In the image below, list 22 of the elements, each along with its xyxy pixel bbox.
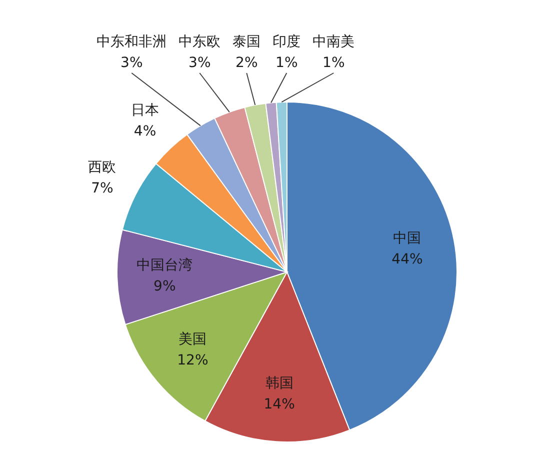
slice-label: 中国台湾 bbox=[136, 257, 193, 274]
slice-label: 中东欧 bbox=[178, 34, 221, 50]
data-label: 4% bbox=[134, 123, 156, 140]
data-label: 14% bbox=[264, 396, 295, 413]
data-label: 3% bbox=[188, 55, 211, 71]
data-label: 2% bbox=[236, 55, 258, 71]
data-label: 12% bbox=[177, 352, 208, 369]
slice-label: 中东和非洲 bbox=[96, 34, 167, 50]
slice-label: 中南美 bbox=[312, 34, 355, 50]
slice-label: 美国 bbox=[178, 332, 207, 348]
data-label: 3% bbox=[120, 55, 143, 71]
data-label: 1% bbox=[322, 55, 345, 71]
data-label: 44% bbox=[392, 252, 423, 268]
slice-label: 印度 bbox=[272, 34, 301, 50]
slice-label: 泰国 bbox=[232, 34, 261, 50]
data-label: 1% bbox=[276, 55, 298, 71]
slice-label: 日本 bbox=[131, 102, 160, 118]
data-label: 7% bbox=[91, 180, 114, 196]
slice-label: 西欧 bbox=[88, 159, 116, 176]
slice-label: 韩国 bbox=[265, 376, 294, 392]
slice-label: 中国 bbox=[393, 230, 422, 247]
data-label: 9% bbox=[154, 278, 176, 294]
